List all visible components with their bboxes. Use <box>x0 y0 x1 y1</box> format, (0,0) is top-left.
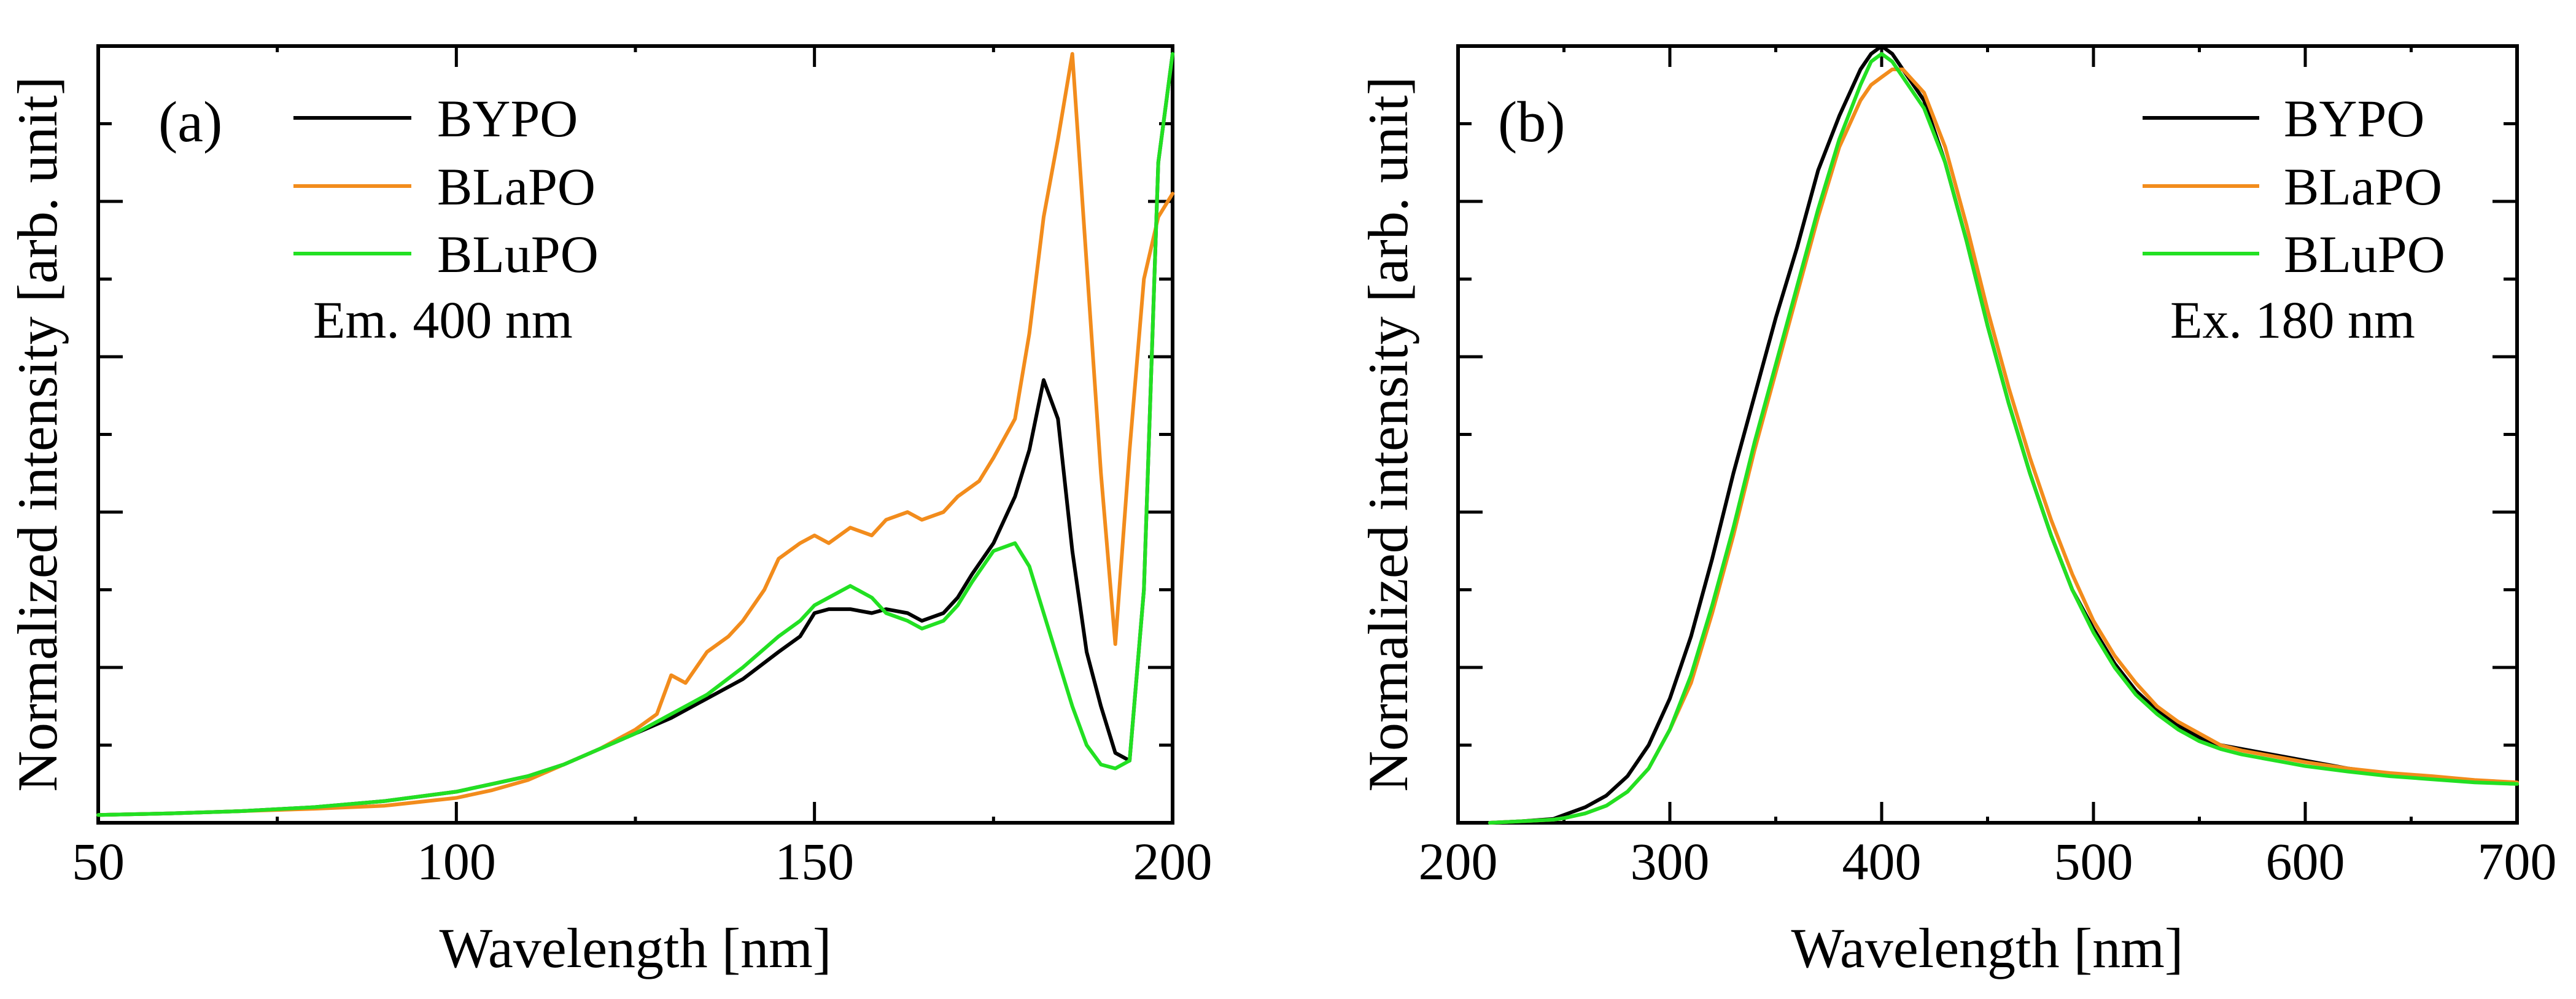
legend-label-bypo: BYPO <box>2284 89 2424 148</box>
series-line-bypo <box>96 52 1174 817</box>
legend-label-bypo: BYPO <box>437 89 578 148</box>
x-tick-label: 500 <box>2054 832 2133 891</box>
series-line-blupo <box>96 52 1174 817</box>
panel-b-xlabel: Wavelength [nm] <box>1791 917 2184 979</box>
panel-a-label: (a) <box>158 90 222 154</box>
x-tick-label: 200 <box>1133 832 1212 891</box>
x-tick-label: 400 <box>1842 832 1922 891</box>
panel-a-frame <box>96 44 1174 825</box>
x-tick-label: 50 <box>72 832 125 891</box>
panel-b-series <box>1488 44 2519 825</box>
panel-a: 50 100 150 200 (a) BYPO BLaPO BLuPO Em. 400… <box>6 44 1212 979</box>
panel-b-ticks <box>1456 44 2519 825</box>
legend-label-blupo: BLuPO <box>437 225 599 284</box>
x-tick-label: 700 <box>2478 832 2557 891</box>
panel-a-ylabel: Normalized intensity [arb. unit] <box>6 76 69 791</box>
x-tick-label: 200 <box>1419 832 1498 891</box>
panel-b-label: (b) <box>1498 90 1565 154</box>
series-line-blapo <box>96 52 1174 817</box>
panel-b-ylabel: Normalized intensity [arb. unit] <box>1357 76 1419 791</box>
x-tick-label: 100 <box>417 832 496 891</box>
panel-a-ticks <box>96 44 1174 825</box>
panel-a-legend: BYPO BLaPO BLuPO <box>293 89 599 284</box>
x-tick-label: 600 <box>2266 832 2345 891</box>
panel-b-annotation: Ex. 180 nm <box>2170 290 2415 349</box>
panel-b-tick-labels: 200 300 400 500 600 700 <box>1419 832 2557 891</box>
panel-a-annotation: Em. 400 nm <box>313 290 573 349</box>
x-tick-label: 150 <box>775 832 854 891</box>
legend-label-blupo: BLuPO <box>2284 225 2445 284</box>
legend-label-blapo: BLaPO <box>2284 157 2442 216</box>
panel-a-tick-labels: 50 100 150 200 <box>72 832 1212 891</box>
panel-a-xlabel: Wavelength [nm] <box>440 917 832 979</box>
series-line-blupo <box>1488 52 2519 825</box>
legend-label-blapo: BLaPO <box>437 157 596 216</box>
x-tick-label: 300 <box>1631 832 1710 891</box>
panel-b: 200 300 400 500 600 700 (b) BYPO BLaPO BLuPO … <box>1357 44 2557 979</box>
panel-b-legend: BYPO BLaPO BLuPO <box>2143 89 2445 284</box>
panel-a-series <box>96 52 1174 817</box>
